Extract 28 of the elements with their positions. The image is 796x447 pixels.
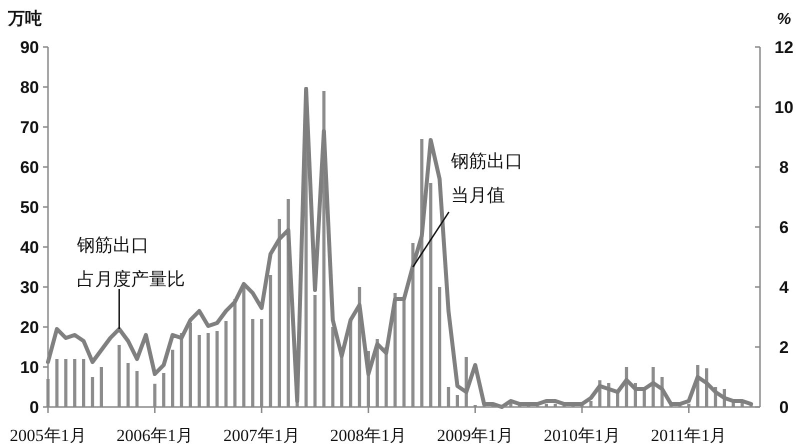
y-tick-label: 10 (20, 358, 39, 377)
y2-tick-label: 6 (779, 218, 789, 237)
y-tick-label: 20 (20, 318, 39, 337)
y2-tick-label: 8 (779, 158, 789, 177)
y-tick-label: 0 (30, 398, 39, 417)
y-tick-label: 90 (20, 38, 39, 57)
y2-tick-label: 4 (779, 278, 790, 297)
y2-tick-label: 12 (774, 38, 794, 57)
y2-tick-label: 2 (779, 338, 789, 357)
y-axis-title: 万吨 (7, 9, 42, 28)
x-tick-label: 2011年1月 (650, 426, 727, 445)
y-tick-label: 40 (20, 238, 39, 257)
annotation: 钢筋出口当月值 (450, 151, 523, 205)
x-tick-label: 2009年1月 (436, 426, 514, 445)
y-tick-label: 30 (20, 278, 39, 297)
y-tick-label: 70 (20, 118, 39, 137)
y2-tick-label: 0 (779, 398, 789, 417)
annotation: 钢筋出口占月度产量比 (76, 235, 186, 289)
x-tick-label: 2005年1月 (10, 426, 86, 445)
y-tick-label: 80 (20, 78, 39, 97)
x-tick-label: 2007年1月 (223, 426, 300, 445)
y-tick-label: 60 (20, 158, 39, 177)
x-tick-label: 2006年1月 (116, 426, 194, 445)
y2-axis-title: % (776, 11, 792, 28)
x-tick-label: 2008年1月 (330, 426, 407, 445)
y-tick-label: 50 (20, 198, 39, 217)
y2-tick-label: 10 (774, 98, 794, 117)
x-tick-label: 2010年1月 (544, 426, 620, 445)
